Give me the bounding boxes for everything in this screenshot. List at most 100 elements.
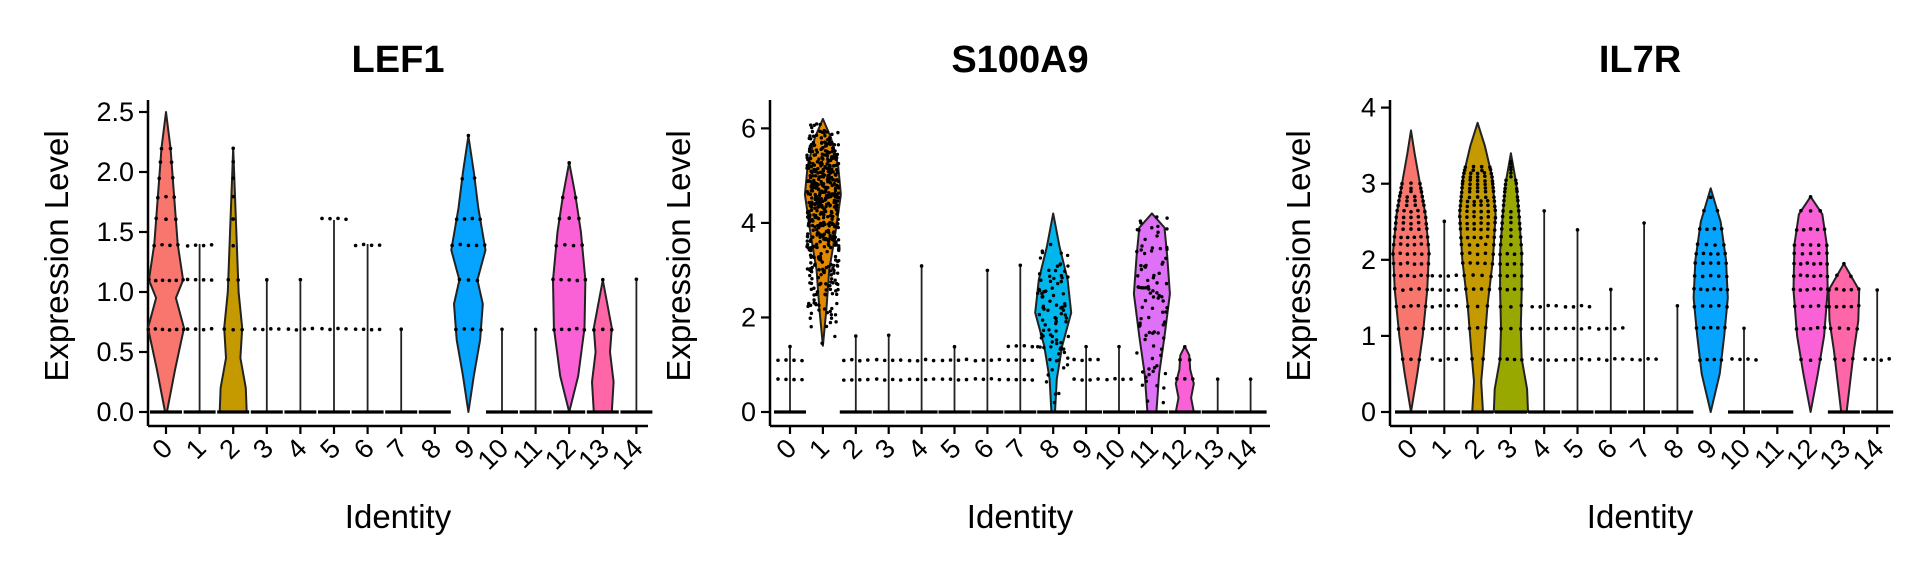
violin-group-6 [971, 268, 1004, 414]
data-point [1397, 198, 1401, 203]
data-point [1723, 325, 1727, 330]
data-point [1046, 373, 1050, 377]
data-point [823, 134, 827, 138]
data-point [1468, 171, 1473, 175]
data-point [1465, 199, 1470, 204]
data-point [1465, 209, 1469, 214]
data-point [813, 202, 817, 207]
data-point [1066, 356, 1070, 360]
data-point [1054, 303, 1059, 307]
x-tick-label: 5 [314, 433, 346, 465]
data-point [1405, 252, 1410, 256]
data-point [1842, 304, 1846, 309]
data-point [1129, 377, 1133, 381]
violin-group-13 [1201, 377, 1234, 414]
data-point [1509, 159, 1513, 164]
data-point [817, 308, 821, 312]
data-point [1517, 215, 1522, 219]
data-point [835, 178, 839, 182]
data-point [1483, 189, 1488, 194]
data-point [1395, 208, 1399, 213]
data-point [1423, 304, 1428, 309]
data-point [823, 292, 827, 297]
data-point [830, 221, 834, 225]
data-point [1801, 228, 1806, 232]
data-point [1409, 287, 1413, 292]
data-point [265, 278, 269, 282]
data-point [818, 170, 823, 175]
data-point [819, 136, 824, 140]
data-point [813, 185, 818, 189]
data-point [1059, 311, 1064, 316]
data-point [1139, 316, 1143, 321]
data-point [1157, 271, 1161, 276]
data-point [811, 235, 815, 239]
data-point [286, 327, 291, 331]
data-point [830, 217, 834, 221]
data-point [1512, 261, 1517, 266]
data-point [1399, 274, 1403, 278]
data-point [1460, 179, 1465, 183]
data-point [1675, 303, 1680, 308]
data-point [482, 243, 487, 247]
data-point [174, 217, 178, 222]
data-point [1164, 256, 1168, 261]
data-point [807, 215, 812, 219]
data-point [1717, 303, 1721, 308]
data-point [1163, 371, 1168, 376]
data-point [1060, 276, 1064, 280]
data-point [193, 327, 198, 331]
data-point [1849, 287, 1854, 292]
data-point [956, 378, 961, 382]
data-point [776, 377, 780, 381]
data-point [185, 327, 190, 331]
violin-group-1 [803, 117, 842, 347]
data-point [1401, 288, 1405, 292]
data-point [1498, 273, 1502, 278]
data-point [1139, 248, 1143, 252]
x-tick-label: 0 [770, 433, 802, 465]
data-point [1044, 289, 1048, 293]
data-point [1465, 204, 1470, 209]
data-point [1708, 304, 1713, 308]
data-point [832, 156, 837, 160]
data-point [956, 358, 961, 363]
data-point [1509, 326, 1513, 331]
data-point [1420, 194, 1425, 199]
data-point [1485, 198, 1490, 203]
data-point [819, 164, 823, 168]
data-point [1754, 358, 1758, 362]
data-point [1412, 194, 1417, 199]
x-tick-label: 1 [1425, 433, 1457, 465]
data-point [809, 287, 814, 292]
data-point [1438, 288, 1443, 292]
data-point [1642, 221, 1646, 225]
data-point [336, 326, 340, 331]
data-point [185, 244, 190, 248]
y-tick-label: 0.5 [96, 337, 134, 367]
data-point [1065, 363, 1070, 367]
data-point [1509, 305, 1513, 309]
violin-group-0 [146, 111, 186, 414]
data-point [1519, 251, 1524, 256]
data-point [805, 239, 809, 243]
data-point [1509, 234, 1513, 239]
data-point [818, 257, 822, 262]
data-point [807, 164, 812, 168]
y-tick-label: 4 [741, 208, 756, 238]
data-point [1409, 209, 1413, 214]
x-tick-label: 14 [606, 433, 648, 475]
data-point [1418, 181, 1422, 186]
data-point [833, 225, 837, 229]
data-point [829, 263, 833, 267]
data-point [874, 377, 879, 381]
data-point [806, 179, 811, 183]
data-point [1060, 305, 1064, 309]
data-point [818, 221, 823, 226]
data-point [812, 178, 816, 182]
data-point [1062, 269, 1067, 273]
violin-group-0 [774, 344, 806, 414]
data-point [828, 269, 833, 273]
data-point [1712, 357, 1717, 362]
